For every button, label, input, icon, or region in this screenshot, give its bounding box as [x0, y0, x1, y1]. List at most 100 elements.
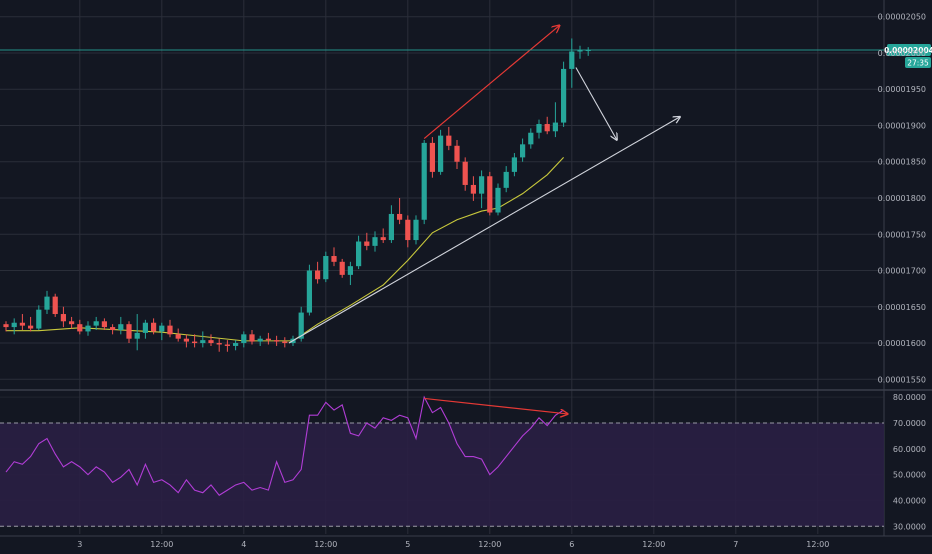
candle[interactable]: [364, 232, 370, 251]
candle[interactable]: [142, 319, 148, 339]
candle[interactable]: [101, 318, 107, 330]
candle-body: [265, 338, 271, 341]
candle-body: [101, 321, 107, 328]
candle-body: [85, 325, 91, 332]
candle[interactable]: [69, 316, 75, 329]
candle[interactable]: [19, 314, 25, 330]
candle[interactable]: [520, 138, 526, 162]
drawings-layer[interactable]: [288, 25, 680, 414]
candle-body: [503, 171, 509, 188]
candle[interactable]: [429, 137, 435, 178]
candle[interactable]: [413, 215, 419, 245]
rsi-divergence-arrow[interactable]: [424, 397, 568, 413]
candle[interactable]: [265, 332, 271, 345]
candle[interactable]: [306, 264, 312, 316]
candle-body: [183, 338, 189, 342]
candle[interactable]: [274, 335, 280, 346]
candles-layer[interactable]: [3, 38, 591, 352]
candle[interactable]: [192, 334, 198, 348]
candle-body: [306, 270, 312, 313]
candle[interactable]: [315, 261, 321, 284]
candle-body: [454, 145, 460, 162]
candle-body: [380, 237, 386, 241]
candle[interactable]: [175, 328, 181, 342]
candle[interactable]: [331, 247, 337, 267]
price-divergence-arrow[interactable]: [423, 25, 559, 139]
support-trendline[interactable]: [288, 117, 680, 344]
candle[interactable]: [110, 324, 116, 335]
candle-body: [200, 340, 206, 344]
candle[interactable]: [85, 321, 91, 336]
candle[interactable]: [528, 128, 534, 149]
candle[interactable]: [495, 183, 501, 216]
candle[interactable]: [159, 322, 165, 341]
candle-body: [388, 213, 394, 241]
candle[interactable]: [323, 251, 329, 283]
time-axis-label: 12:00: [478, 540, 501, 549]
candle[interactable]: [224, 340, 230, 352]
candle[interactable]: [577, 45, 583, 59]
candle[interactable]: [200, 331, 206, 348]
candle[interactable]: [397, 198, 403, 225]
candle[interactable]: [134, 314, 140, 351]
candle-body: [224, 344, 230, 346]
candle[interactable]: [487, 171, 493, 216]
candle[interactable]: [3, 321, 9, 332]
candle[interactable]: [421, 139, 427, 225]
candle[interactable]: [118, 316, 124, 335]
candle[interactable]: [183, 334, 189, 348]
candle[interactable]: [536, 119, 542, 139]
candle[interactable]: [405, 215, 411, 248]
candle-body: [44, 296, 50, 310]
candle[interactable]: [339, 258, 345, 278]
candle[interactable]: [446, 126, 452, 151]
candle[interactable]: [503, 166, 509, 193]
candle[interactable]: [438, 129, 444, 175]
candle-body: [315, 270, 321, 280]
candle[interactable]: [126, 321, 132, 344]
candle[interactable]: [28, 316, 34, 332]
candle[interactable]: [462, 157, 468, 191]
candle[interactable]: [511, 153, 517, 177]
candle[interactable]: [282, 337, 288, 348]
candle[interactable]: [208, 334, 214, 346]
candle[interactable]: [241, 331, 247, 348]
candle[interactable]: [356, 235, 362, 270]
candle-body: [536, 124, 542, 133]
candle-body: [372, 237, 378, 246]
candle[interactable]: [216, 338, 222, 352]
candle[interactable]: [167, 319, 173, 338]
candle[interactable]: [257, 335, 263, 346]
candle-body: [544, 124, 550, 132]
candle[interactable]: [77, 319, 83, 335]
candle[interactable]: [93, 316, 99, 330]
candle[interactable]: [561, 61, 567, 127]
candle[interactable]: [552, 102, 558, 138]
candle[interactable]: [347, 261, 353, 286]
candle-body: [298, 312, 304, 339]
axis-layer: 0.00001550 0.00001600 0.00001650 0.00001700…: [77, 13, 926, 549]
candle-body: [331, 256, 337, 262]
candle[interactable]: [249, 329, 255, 345]
candle[interactable]: [11, 318, 17, 335]
candle[interactable]: [569, 38, 575, 88]
candle[interactable]: [544, 116, 550, 135]
candle[interactable]: [52, 293, 58, 317]
candle-body: [77, 324, 83, 332]
candle[interactable]: [470, 176, 476, 201]
candle-body: [577, 50, 583, 52]
projection-arrow[interactable]: [575, 67, 617, 140]
candle[interactable]: [60, 306, 66, 328]
candle[interactable]: [233, 340, 239, 351]
candle[interactable]: [388, 205, 394, 243]
candle-body: [511, 157, 517, 172]
candle[interactable]: [454, 139, 460, 169]
candle[interactable]: [36, 305, 42, 330]
candle[interactable]: [151, 318, 157, 335]
candle[interactable]: [372, 231, 378, 252]
candle-body: [479, 176, 485, 194]
candle[interactable]: [380, 228, 386, 243]
candle[interactable]: [479, 170, 485, 209]
candle-body: [274, 340, 280, 342]
candle[interactable]: [44, 290, 50, 315]
